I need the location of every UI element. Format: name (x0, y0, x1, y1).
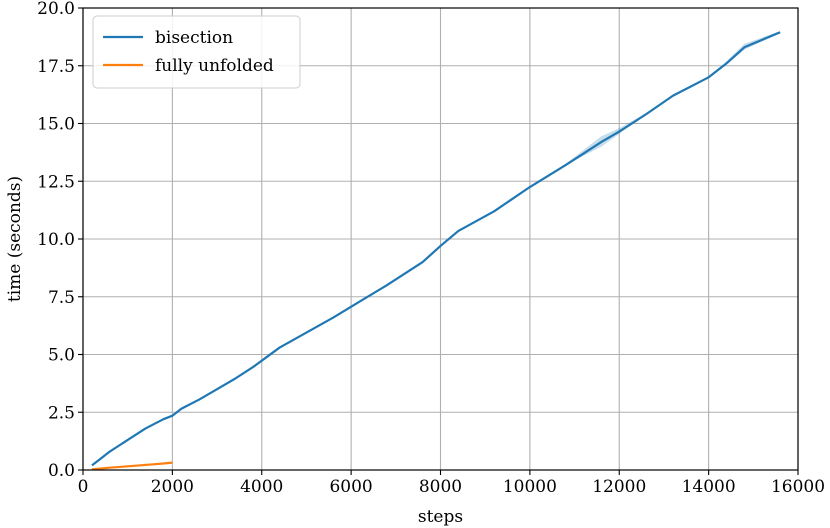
x-tick-label: 2000 (151, 477, 194, 497)
legend: bisection fully unfolded (92, 15, 301, 89)
x-tick-label: 10000 (503, 477, 557, 497)
legend-label: bisection (155, 28, 233, 48)
y-tick-label: 0.0 (48, 461, 75, 481)
y-axis-label: time (seconds) (5, 176, 25, 302)
x-tick-labels: 0 2000 4000 6000 8000 10000 12000 14000 16000 (78, 477, 825, 497)
y-tick-label: 12.5 (37, 172, 75, 192)
axis-ticks (78, 7, 799, 475)
series-lines (91, 31, 781, 471)
y-tick-label: 5.0 (48, 346, 75, 366)
x-tick-label: 6000 (329, 477, 372, 497)
x-tick-label: 14000 (682, 477, 736, 497)
x-tick-label: 12000 (592, 477, 646, 497)
y-tick-label: 7.5 (48, 288, 75, 308)
legend-label: fully unfolded (155, 56, 274, 76)
y-tick-label: 10.0 (37, 230, 75, 250)
series-line (91, 31, 781, 467)
y-tick-label: 17.5 (37, 57, 75, 77)
legend-box (92, 15, 301, 89)
confidence-bands (91, 31, 781, 466)
y-tick-label: 20.0 (37, 0, 75, 19)
y-tick-label: 15.0 (37, 115, 75, 135)
x-axis-label: steps (418, 507, 463, 527)
confidence-band (91, 31, 781, 466)
y-tick-labels: 0.0 2.5 5.0 7.5 10.0 12.5 15.0 17.5 20.0 (37, 0, 75, 481)
x-tick-label: 8000 (419, 477, 462, 497)
x-tick-label: 16000 (771, 477, 825, 497)
x-tick-label: 0 (78, 477, 89, 497)
y-tick-label: 2.5 (48, 403, 75, 423)
x-tick-label: 4000 (240, 477, 283, 497)
series-line (91, 461, 173, 471)
